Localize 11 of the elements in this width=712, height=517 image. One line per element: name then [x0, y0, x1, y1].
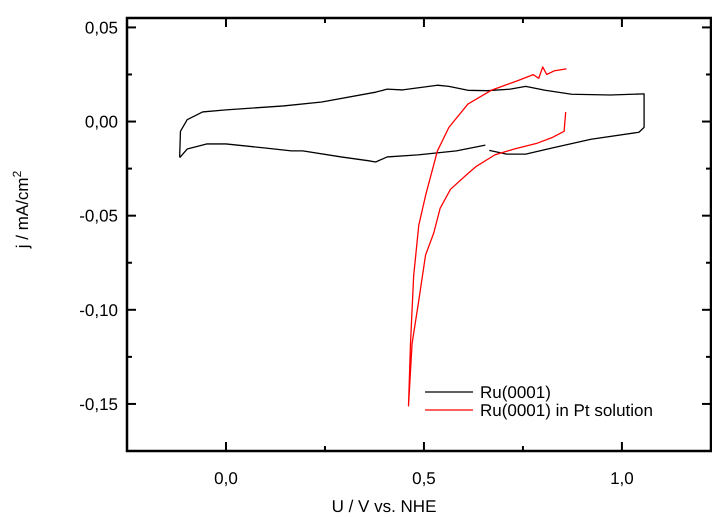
y-tick-label: 0,00	[84, 112, 118, 132]
x-tick-label: 0,0	[214, 469, 238, 488]
y-tick-label: 0,05	[84, 18, 118, 38]
y-tick-label: -0,05	[79, 206, 118, 226]
x-tick-label: 1,0	[610, 469, 634, 488]
y-tick-label: -0,15	[79, 394, 118, 414]
x-tick-label: 0,5	[412, 469, 436, 488]
legend-label: Ru(0001) in Pt solution	[480, 401, 653, 420]
x-axis-title: U / V vs. NHE	[332, 497, 436, 516]
legend-label: Ru(0001)	[480, 383, 551, 402]
y-tick-label: -0,10	[79, 300, 118, 320]
